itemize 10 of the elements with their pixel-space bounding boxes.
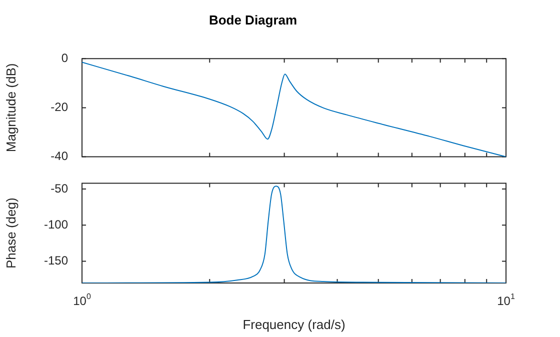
y-axis-title: Phase (deg) — [3, 198, 18, 269]
y-tick-label: -40 — [50, 149, 68, 164]
y-tick-label: -100 — [44, 217, 68, 232]
y-tick-label: 0 — [61, 50, 68, 65]
y-tick-label: -150 — [44, 254, 68, 268]
y-tick-label: -20 — [50, 100, 68, 114]
x-axis-title: Frequency (rad/s) — [242, 316, 346, 332]
y-tick-label: -50 — [50, 181, 68, 196]
chart-title: Bode Diagram — [208, 12, 298, 28]
y-axis-title: Magnitude (dB) — [3, 63, 18, 152]
